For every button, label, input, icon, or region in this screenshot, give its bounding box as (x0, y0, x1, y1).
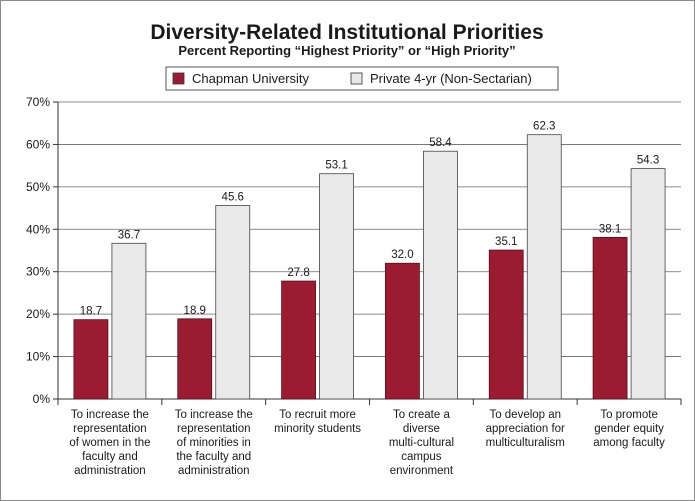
x-category-label: campus (401, 451, 442, 463)
data-label: 38.1 (599, 223, 621, 235)
legend-label-1: Chapman University (192, 71, 310, 86)
y-tick-label: 70% (26, 95, 50, 109)
bar-private-1 (111, 242, 147, 400)
legend-swatch-2 (350, 72, 363, 85)
bar-private-2 (215, 205, 251, 400)
bar-private-3 (319, 173, 354, 400)
x-category-label: To create a (393, 409, 450, 421)
data-label: 18.9 (184, 305, 206, 317)
chart-title: Diversity-Related Institutional Prioriti… (150, 21, 543, 44)
data-label: 58.4 (429, 137, 452, 149)
x-category-label: of minorities in (177, 437, 251, 449)
y-tick-label: 50% (26, 180, 50, 194)
legend-label-2: Private 4-yr (Non-Sectarian) (370, 71, 532, 86)
x-category-label: To increase the (71, 409, 149, 421)
bar-private-6 (630, 168, 666, 400)
x-category-label: multi-cultural (389, 437, 454, 449)
y-tick-label: 0% (33, 392, 51, 406)
bar-chapman-6 (592, 236, 628, 400)
bar-private-4 (423, 150, 458, 400)
x-category-label: among faculty (593, 437, 665, 449)
bar-private-5 (526, 134, 562, 400)
data-label: 27.8 (287, 267, 309, 279)
bar-chapman-1 (73, 319, 109, 400)
data-label: 32.0 (391, 249, 413, 261)
legend-swatch-1 (172, 72, 185, 85)
data-label: 45.6 (222, 192, 244, 204)
data-label: 18.7 (80, 306, 102, 318)
x-category-label: representation (73, 423, 147, 435)
data-label: 36.7 (118, 229, 140, 241)
legend: Chapman University Private 4-yr (Non-Sect… (165, 66, 559, 91)
x-category-label: minority students (274, 423, 361, 435)
plot-area: 0% 10% 20% 30% 40% 50% 60% 70% 18.7 36.7 To increa… (26, 95, 682, 477)
x-category-label: of women in the (69, 437, 150, 449)
y-tick-label: 10% (26, 350, 50, 364)
x-category-label: gender equity (594, 423, 664, 435)
x-category-label: environment (390, 465, 454, 477)
x-category-label: the faculty and (176, 451, 251, 463)
x-category-label: To increase the (175, 409, 253, 421)
data-label: 54.3 (637, 155, 659, 167)
x-category-label: To recruit more (279, 409, 356, 421)
chart-subtitle: Percent Reporting “Highest Priority” or … (178, 43, 515, 58)
bar-chapman-5 (488, 249, 524, 400)
data-label: 53.1 (325, 160, 347, 172)
x-category-label: diverse (403, 423, 440, 435)
y-tick-label: 20% (26, 307, 50, 321)
x-category-label: multiculturalism (486, 437, 565, 449)
y-tick-label: 40% (26, 222, 50, 236)
x-category-label: appreciation for (486, 423, 565, 435)
data-label: 62.3 (533, 121, 555, 133)
bar-chapman-2 (177, 318, 213, 400)
x-category-label: administration (178, 465, 250, 477)
y-tick-label: 30% (26, 265, 50, 279)
x-category-label: administration (74, 465, 146, 477)
x-category-label: representation (177, 423, 251, 435)
x-category-label: To promote (600, 409, 658, 421)
bar-chapman-4 (385, 262, 420, 400)
x-category-label: faculty and (82, 451, 138, 463)
x-category-label: To develop an (489, 409, 561, 421)
data-label: 35.1 (495, 236, 517, 248)
y-tick-label: 60% (26, 137, 50, 151)
bar-chapman-3 (281, 280, 316, 400)
